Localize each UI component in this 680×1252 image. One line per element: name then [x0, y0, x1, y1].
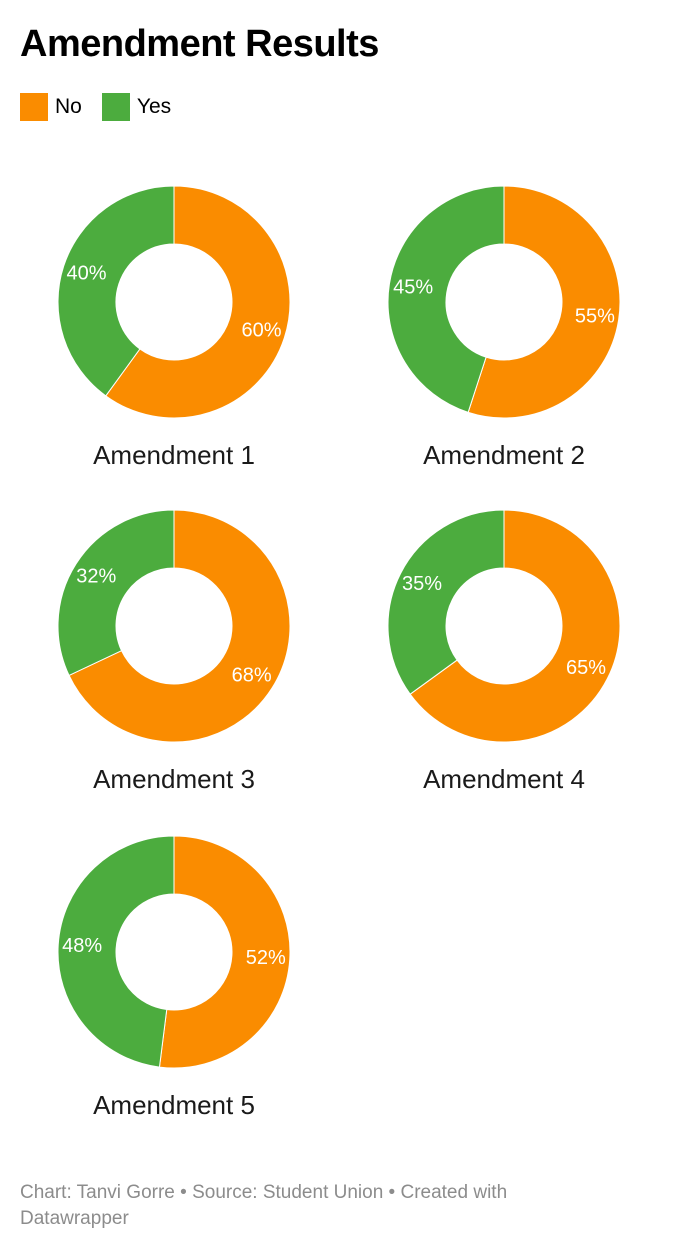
- slice-value-label-no: 55%: [575, 305, 615, 327]
- slice-value-label-no: 68%: [232, 664, 272, 686]
- donut-slice-yes: [57, 509, 175, 677]
- donut-slice-no: [68, 509, 291, 743]
- slice-value-label-yes: 35%: [402, 573, 442, 595]
- donut-slice-yes: [387, 185, 505, 413]
- slice-value-label-no: 65%: [566, 657, 606, 679]
- legend: No Yes: [20, 93, 191, 121]
- legend-item-no: No: [20, 93, 82, 121]
- slice-value-label-yes: 40%: [66, 263, 106, 285]
- chart-footer: Chart: Tanvi Gorre • Source: Student Uni…: [20, 1180, 620, 1232]
- donut-slice-no: [467, 185, 621, 419]
- donut-slice-no: [158, 835, 291, 1069]
- donut-chart-label: Amendment 4: [423, 764, 585, 794]
- donut-chart-label: Amendment 3: [93, 764, 255, 794]
- slice-value-label-no: 60%: [241, 319, 281, 341]
- donut-slice-yes: [57, 835, 175, 1068]
- donut-chart-2: 55% 45%: [387, 185, 621, 419]
- slice-value-label-yes: 45%: [393, 277, 433, 299]
- legend-swatch-yes: [101, 93, 130, 121]
- donut-slice-yes: [387, 509, 505, 695]
- legend-label-yes: Yes: [136, 95, 172, 118]
- slice-value-label-yes: 32%: [76, 566, 116, 588]
- donut-chart-5: 52% 48%: [57, 835, 291, 1069]
- donut-chart-3: 68% 32%: [57, 509, 291, 743]
- donut-slice-no: [409, 509, 621, 743]
- donut-slice-yes: [57, 185, 175, 397]
- chart-title: Amendment Results: [20, 23, 379, 65]
- legend-swatch-no: [20, 93, 48, 121]
- donut-chart-1: 60% 40%: [57, 185, 291, 419]
- donut-chart-label: Amendment 5: [93, 1090, 255, 1120]
- donut-slice-no: [105, 185, 291, 419]
- donut-chart-4: 65% 35%: [387, 509, 621, 743]
- legend-item-yes: Yes: [101, 93, 172, 121]
- slice-value-label-no: 52%: [246, 947, 286, 969]
- slice-value-label-yes: 48%: [62, 935, 102, 957]
- legend-label-no: No: [55, 95, 82, 118]
- donut-charts-area: 60% 40% Amendment 1 55% 45% Amendment 2 68% 32%…: [57, 185, 621, 1120]
- donut-chart-label: Amendment 1: [93, 440, 255, 470]
- footer-credits: Chart: Tanvi Gorre • Source: Student Uni…: [20, 1182, 508, 1229]
- donut-chart-label: Amendment 2: [423, 440, 585, 470]
